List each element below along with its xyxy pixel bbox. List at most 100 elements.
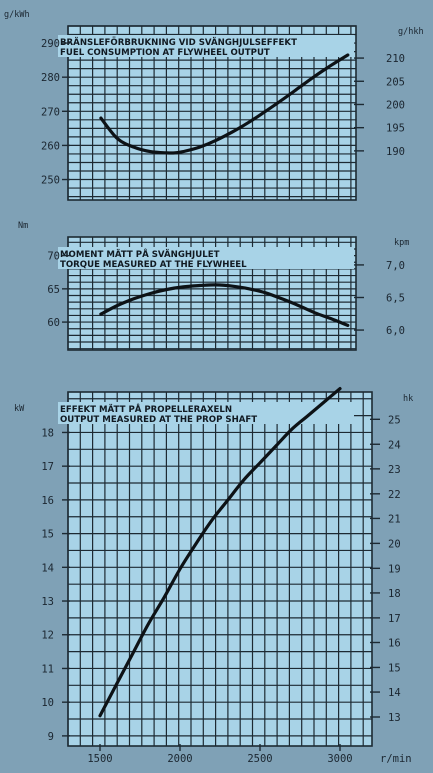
data-point <box>116 304 118 307</box>
right-tick-label: 190 <box>386 146 405 158</box>
x-tick-label: 2500 <box>247 753 272 765</box>
left-tick-label: 16 <box>41 495 54 507</box>
data-point <box>147 624 149 626</box>
data-point <box>347 324 349 326</box>
right-tick-label: 25 <box>388 414 401 426</box>
left-tick-label: 270 <box>41 106 60 118</box>
right-tick-label: 17 <box>388 613 401 625</box>
right-tick-label: 19 <box>388 563 401 575</box>
left-unit-label: kW <box>14 404 25 414</box>
data-point <box>149 151 151 153</box>
data-point <box>182 286 184 288</box>
chart-subtitle: FUEL CONSUMPTION AT FLYWHEEL OUTPUT <box>60 48 270 58</box>
chart-title: EFFEKT MÄTT PÅ PROPELLERAXELN <box>60 404 232 415</box>
right-tick-label: 195 <box>386 123 405 135</box>
chart-title: BRÄNSLEFÖRBRUKNING VID SVÄNGHJULSEFFEKT <box>60 37 297 48</box>
right-tick-label: 24 <box>388 439 401 451</box>
right-tick-label: 14 <box>388 687 401 699</box>
right-tick-label: 200 <box>386 99 405 111</box>
data-point <box>314 75 316 77</box>
right-tick-label: 23 <box>388 464 401 476</box>
data-point <box>215 284 217 286</box>
data-point <box>195 543 197 545</box>
chart-subtitle: TORQUE MEASURED AT THE FLYWHEEL <box>60 260 247 270</box>
right-tick-label: 16 <box>388 637 401 649</box>
data-point <box>131 654 133 656</box>
left-tick-label: 13 <box>41 596 54 608</box>
data-point <box>297 87 299 89</box>
data-point <box>297 304 299 307</box>
data-point <box>339 388 341 390</box>
data-point <box>323 401 325 403</box>
x-tick-label: 3000 <box>327 753 352 765</box>
data-point <box>264 110 267 112</box>
chart-subtitle: OUTPUT MEASURED AT THE PROP SHAFT <box>60 415 257 425</box>
right-tick-label: 13 <box>388 712 401 724</box>
x-tick-label: 1500 <box>87 753 112 765</box>
data-point <box>133 146 135 148</box>
data-point <box>259 462 261 464</box>
title-box <box>58 402 354 424</box>
data-point <box>99 715 101 717</box>
data-point <box>100 313 102 315</box>
right-unit-label: kpm <box>394 238 409 248</box>
data-point <box>232 285 234 287</box>
data-point <box>199 284 201 287</box>
data-point <box>275 445 277 447</box>
data-point <box>264 292 267 294</box>
series-line-1 <box>99 283 350 327</box>
title-box <box>58 35 354 57</box>
data-point <box>211 519 213 521</box>
left-tick-label: 11 <box>41 663 54 675</box>
left-tick-label: 18 <box>41 427 54 439</box>
left-tick-label: 60 <box>47 317 60 329</box>
right-tick-label: 7,0 <box>386 260 405 272</box>
data-point <box>347 54 349 56</box>
left-tick-label: 14 <box>41 562 54 574</box>
x-tick-label: 2000 <box>167 753 192 765</box>
data-point <box>243 479 245 481</box>
data-point <box>179 568 181 570</box>
data-point <box>248 288 250 290</box>
left-tick-label: 250 <box>41 175 60 187</box>
left-tick-label: 290 <box>41 38 60 50</box>
x-axis-label: r/min <box>380 753 412 765</box>
left-tick-label: 15 <box>41 529 54 541</box>
data-point <box>307 415 309 417</box>
chart-panel-1: BRÄNSLEFÖRBRUKNING VID SVÄNGHJULSEFFEKTF… <box>4 10 424 201</box>
data-point <box>330 318 332 320</box>
left-tick-label: 10 <box>41 697 54 709</box>
right-tick-label: 18 <box>388 588 401 600</box>
right-tick-label: 6,0 <box>386 325 405 337</box>
data-point <box>291 428 293 430</box>
left-tick-label: 65 <box>47 284 60 296</box>
data-point <box>116 138 118 140</box>
chart-title: MOMENT MÄTT PÅ SVÄNGHJULET <box>60 249 220 260</box>
panel-frame <box>67 236 357 351</box>
left-tick-label: 280 <box>41 72 60 84</box>
panel-background <box>68 392 372 746</box>
data-point <box>281 298 283 300</box>
horizontal-gridlines <box>68 398 372 737</box>
data-point <box>314 312 316 314</box>
data-point <box>100 117 102 119</box>
right-tick-label: 6,5 <box>386 292 405 304</box>
right-tick-label: 20 <box>388 538 401 550</box>
right-unit-label: g/hkh <box>398 27 424 37</box>
title-box <box>58 247 354 269</box>
data-point <box>149 292 151 295</box>
data-point <box>281 99 283 101</box>
data-point <box>215 139 217 141</box>
data-point <box>227 499 229 501</box>
data-point <box>163 597 165 599</box>
data-point <box>174 152 176 154</box>
right-tick-label: 205 <box>386 76 405 88</box>
left-unit-label: Nm <box>18 221 28 231</box>
data-point <box>330 64 332 66</box>
left-tick-label: 12 <box>41 630 54 642</box>
series-line-1 <box>98 387 342 718</box>
